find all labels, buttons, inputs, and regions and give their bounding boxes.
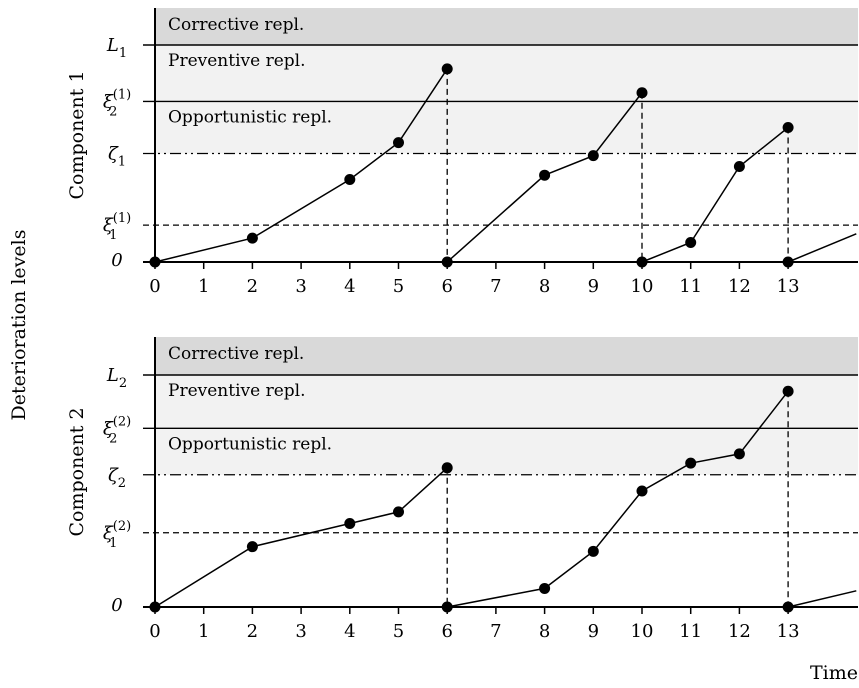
x-tick-label: 0 [149,276,160,297]
deterioration-path [787,233,857,263]
inspection-point [685,236,697,248]
inspection-point [393,506,404,518]
inspection-point [636,87,648,99]
panels: Corrective repl. Preventive repl. Opportun… [66,8,858,642]
x-tick-label: 0 [149,621,160,642]
x-tick-label: 7 [490,621,501,642]
panel-component-2: Corrective repl. Preventive repl. Opportun… [66,337,858,642]
inspection-point [441,256,453,268]
inspection-point [782,385,794,397]
failure-level-label: L2 [106,365,127,391]
x-tick-label: 4 [344,621,355,642]
x-tick-label: 9 [588,276,599,297]
x-tick-label: 8 [539,276,550,297]
inspection-point [246,541,258,553]
inspection-point [733,448,745,460]
x-tick-label: 5 [393,276,404,297]
x-tick-label: 4 [344,276,355,297]
inspection-point [782,601,794,613]
opportunistic-zone-label: Opportunistic repl. [168,107,332,127]
x-tick-label: 13 [777,276,800,297]
x-tick-label: 3 [295,621,306,642]
x-tick-label: 6 [441,621,452,642]
inspection-point [441,63,453,75]
failure-level-label: L1 [106,35,127,61]
inspection-point [441,601,453,613]
inspection-point [587,545,599,557]
x-tick-label: 3 [295,276,306,297]
x-tick-label: 12 [728,276,751,297]
x-tick-label: 11 [679,276,702,297]
x-tick-label: 6 [441,276,452,297]
x-tick-label: 10 [631,276,654,297]
inspection-point [685,457,697,469]
panel-title: Component 1 [66,70,88,199]
x-tick-label: 13 [777,621,800,642]
inspection-point [539,169,551,181]
x-tick-label: 12 [728,621,751,642]
inspection-point [587,150,599,162]
inspection-point [539,582,551,594]
inspection-point [782,121,794,133]
preventive-level-label: ξ(1) 2 [103,87,131,119]
corrective-zone [155,337,858,375]
x-tick-label: 10 [631,621,654,642]
y-axis-title: Deterioration levels [8,230,30,421]
deterioration-path [787,590,857,608]
opportunistic-level-label: ζ1 [108,144,126,170]
inspection-point [441,462,453,474]
inspection-point [149,256,161,268]
deterioration-path [446,92,643,263]
x-tick-label: 2 [247,621,258,642]
inspection-point [344,517,356,529]
inspection-level-label: ξ(1) 1 [103,211,131,243]
preventive-zone [155,45,858,154]
x-axis-title: Time [810,662,858,683]
inspection-point [344,174,356,186]
opportunistic-zone-label: Opportunistic repl. [168,434,332,454]
x-tick-label: 2 [247,276,258,297]
inspection-point [149,601,161,613]
inspection-point [782,256,794,268]
corrective-zone [155,8,858,45]
preventive-level-label: ξ(2) 2 [103,414,131,446]
inspection-point [636,256,648,268]
x-tick-label: 1 [198,621,209,642]
zero-level-label: 0 [111,250,122,271]
x-tick-label: 5 [393,621,404,642]
deterioration-path [641,126,789,263]
x-tick-label: 11 [679,621,702,642]
corrective-zone-label: Corrective repl. [168,15,304,35]
x-tick-label: 1 [198,276,209,297]
x-tick-label: 8 [539,621,550,642]
deterioration-path [154,467,448,608]
inspection-point [393,137,404,149]
corrective-zone-label: Corrective repl. [168,344,304,364]
inspection-point [636,485,648,497]
panel-component-1: Corrective repl. Preventive repl. Opportun… [66,8,858,297]
x-tick-label: 9 [588,621,599,642]
preventive-zone-label: Preventive repl. [168,381,306,401]
inspection-point [733,161,745,173]
opportunistic-level-label: ζ2 [108,465,126,491]
panel-title: Component 2 [66,407,88,536]
zero-level-label: 0 [111,595,122,616]
x-tick-label: 7 [490,276,501,297]
preventive-zone-label: Preventive repl. [168,51,306,71]
inspection-level-label: ξ(2) 1 [103,519,131,551]
inspection-point [246,232,258,244]
